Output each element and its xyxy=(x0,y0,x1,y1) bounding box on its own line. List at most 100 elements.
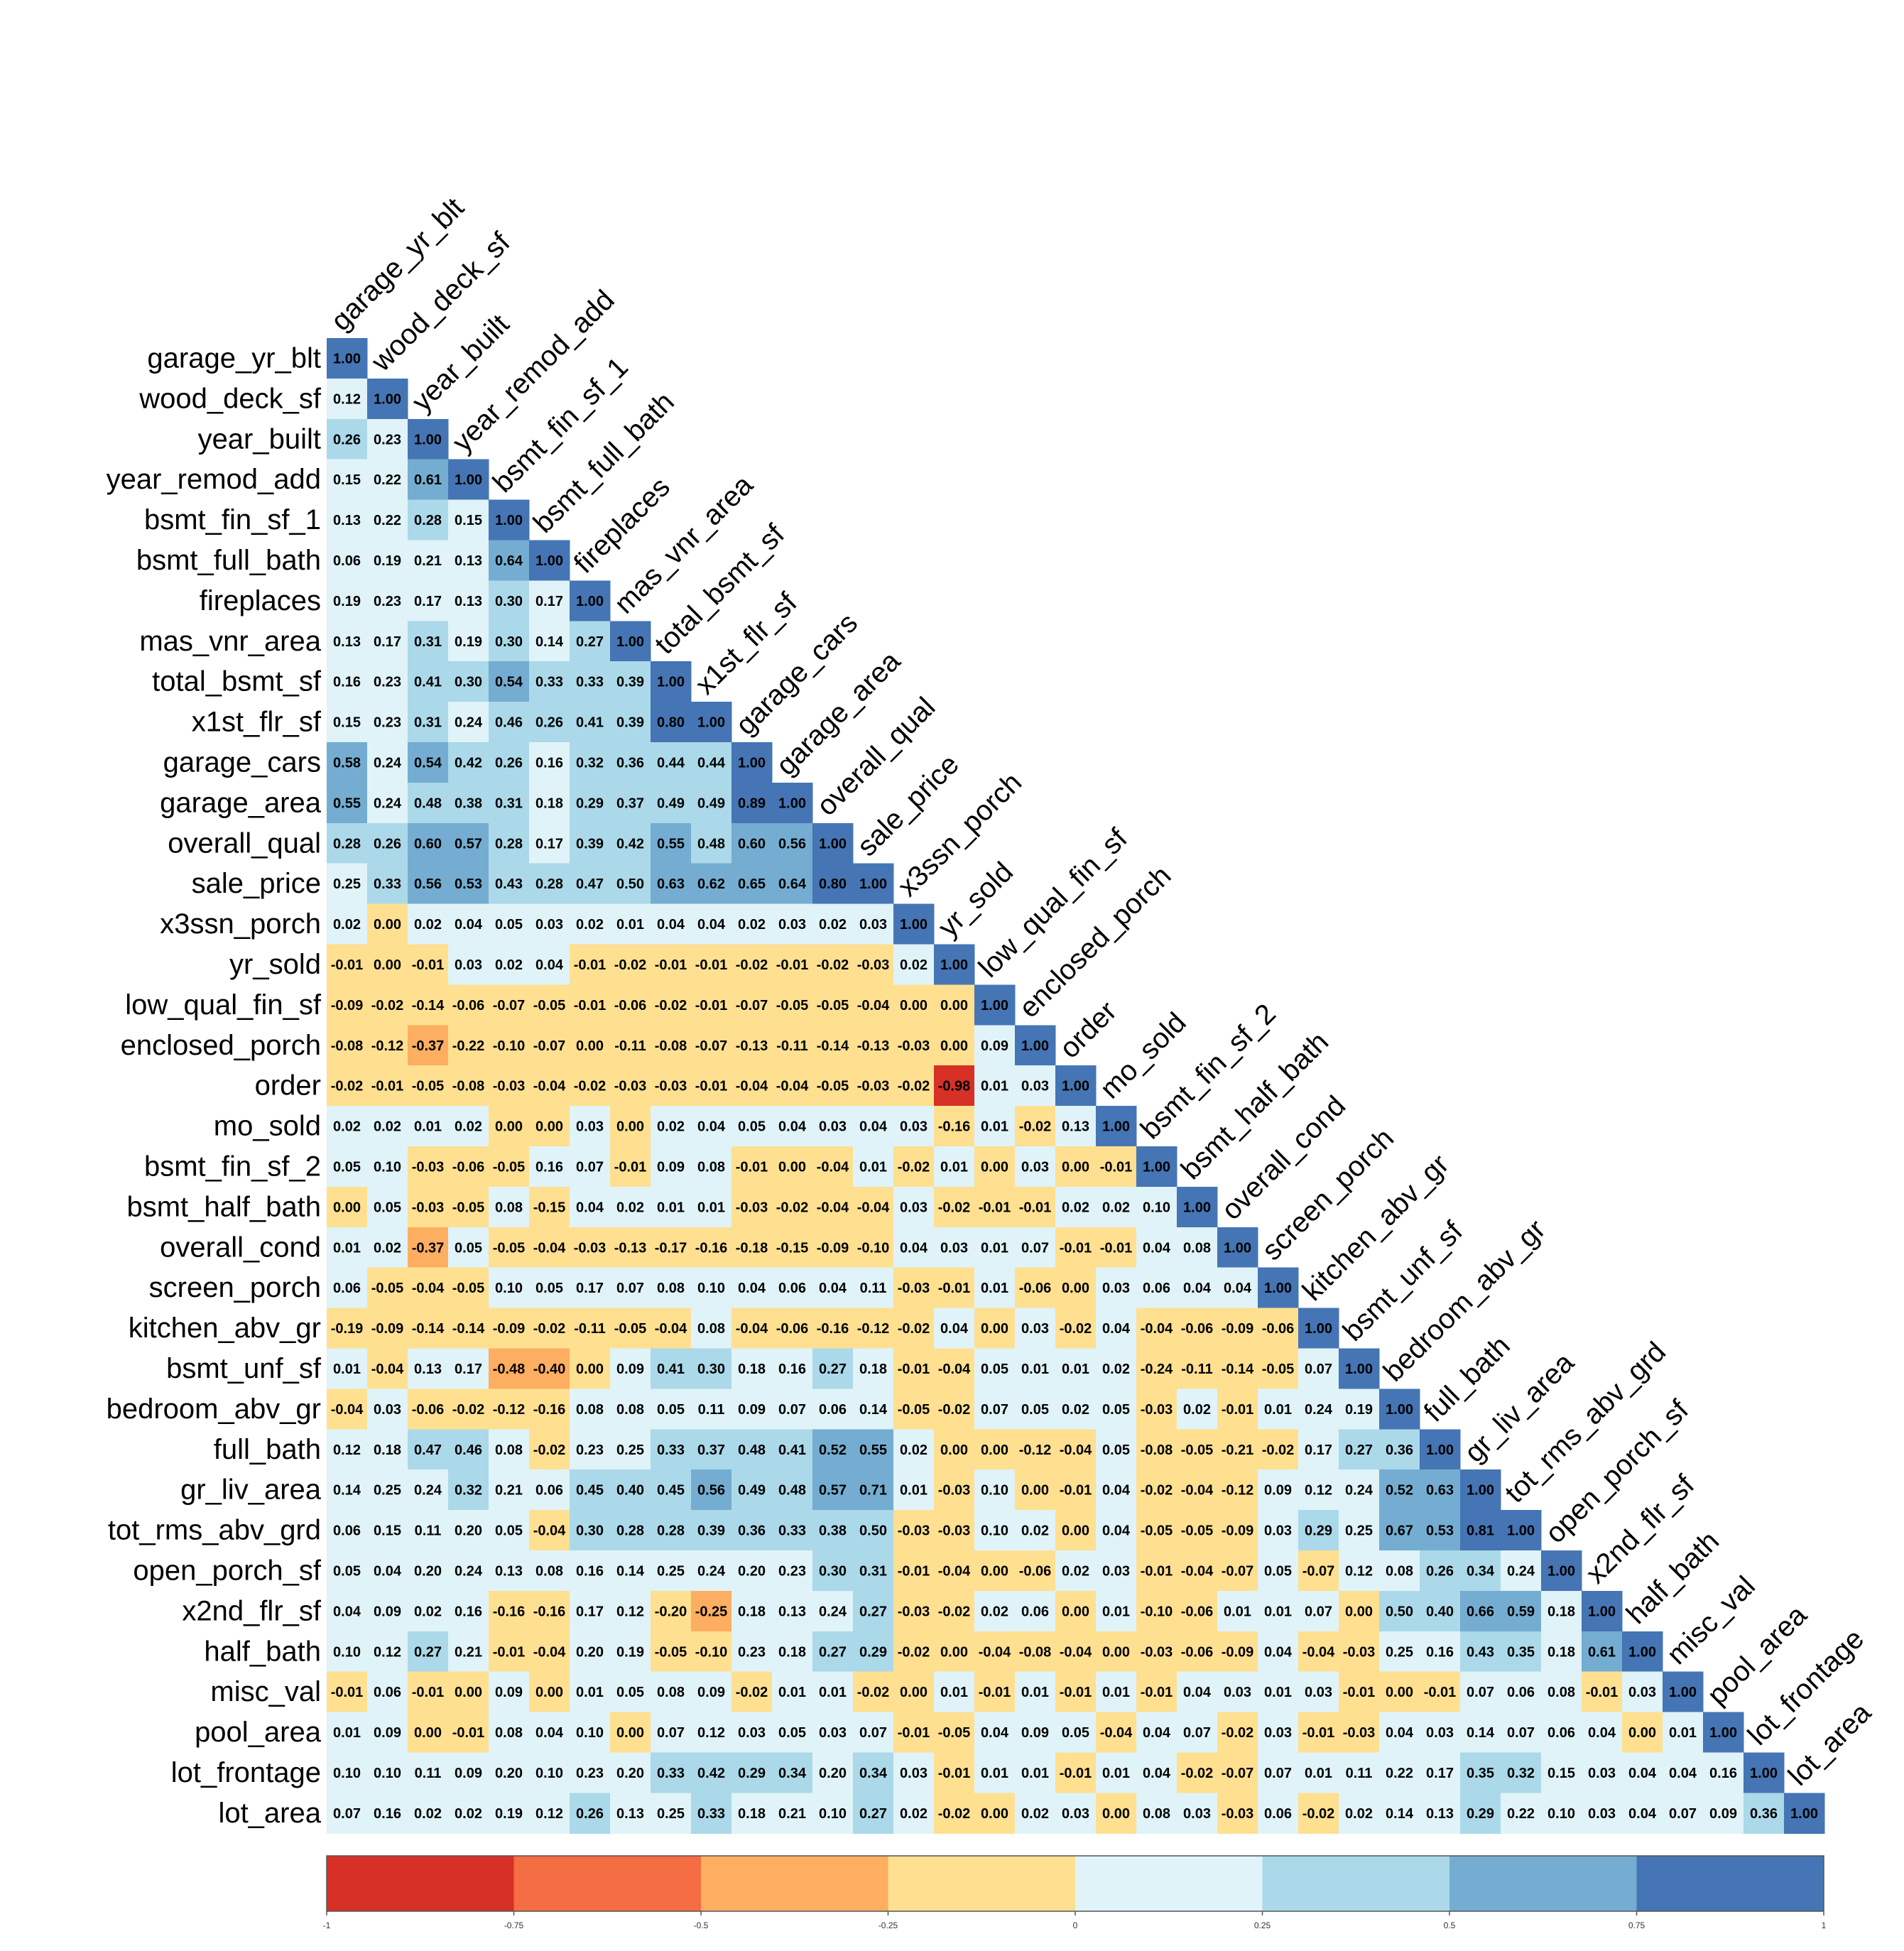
cell-value: 0.20 xyxy=(738,1563,766,1579)
cell-value: 0.41 xyxy=(414,675,442,690)
cell-value: 0.60 xyxy=(738,836,766,852)
heatmap-cell xyxy=(489,742,530,783)
heatmap-cell xyxy=(327,1469,368,1511)
heatmap-cell xyxy=(974,1146,1016,1188)
heatmap-cell xyxy=(1055,1267,1097,1309)
heatmap-cell xyxy=(974,1186,1016,1228)
cell-value: 0.37 xyxy=(616,795,644,811)
heatmap-cell xyxy=(408,459,449,501)
row-label: year_remod_add xyxy=(107,464,321,495)
heatmap-cell xyxy=(1217,1793,1258,1834)
heatmap-cell xyxy=(448,1631,489,1673)
cell-value: 0.04 xyxy=(1588,1725,1616,1741)
cell-value: 0.08 xyxy=(657,1685,685,1700)
cell-value: -0.01 xyxy=(898,1563,930,1579)
cell-value: -0.02 xyxy=(938,1200,971,1215)
cell-value: 0.10 xyxy=(697,1281,725,1296)
cell-value: -0.03 xyxy=(736,1200,768,1215)
heatmap-cell xyxy=(974,1267,1016,1309)
heatmap-cell xyxy=(408,782,449,824)
cell-value: -0.10 xyxy=(1141,1604,1173,1619)
heatmap-cell xyxy=(1015,1510,1056,1551)
heatmap-cell xyxy=(1460,1752,1501,1793)
cell-value: 0.00 xyxy=(900,998,927,1013)
cell-value: -0.02 xyxy=(452,1402,485,1418)
cell-value: 0.00 xyxy=(616,1725,644,1741)
heatmap-cell xyxy=(812,1348,854,1389)
cell-value: 0.08 xyxy=(495,1442,523,1458)
heatmap-cell xyxy=(691,1106,732,1147)
row-label: misc_val xyxy=(210,1676,321,1707)
cell-value: 0.01 xyxy=(1062,1362,1089,1377)
heatmap-cell xyxy=(610,1267,651,1309)
heatmap-cell xyxy=(1582,1793,1623,1834)
heatmap-cell xyxy=(812,1510,854,1551)
cell-value: 1.00 xyxy=(374,391,401,407)
heatmap-cell xyxy=(1379,1671,1420,1713)
cell-value: -0.09 xyxy=(817,1240,849,1256)
cell-value: 0.01 xyxy=(940,1159,968,1175)
heatmap-cell xyxy=(934,1712,975,1754)
heatmap-cell xyxy=(1460,1793,1501,1834)
cell-value: 0.03 xyxy=(1588,1766,1616,1781)
heatmap-cell xyxy=(529,984,570,1026)
heatmap-cell xyxy=(529,903,570,945)
cell-value: 0.11 xyxy=(698,1402,725,1418)
heatmap-cell xyxy=(974,1631,1016,1673)
cell-value: 0.35 xyxy=(1507,1644,1535,1660)
heatmap-cell xyxy=(1298,1631,1339,1673)
cell-value: 0.27 xyxy=(859,1806,887,1822)
heatmap-cell xyxy=(651,1631,692,1673)
heatmap-cell xyxy=(1015,1065,1056,1107)
cell-value: -0.03 xyxy=(1141,1644,1173,1660)
heatmap-cell xyxy=(1096,1429,1137,1470)
cell-value: 0.05 xyxy=(616,1685,644,1700)
heatmap-cell xyxy=(934,1186,975,1228)
heatmap-cell xyxy=(610,1469,651,1511)
heatmap-cell xyxy=(1460,1510,1501,1551)
cell-value: 0.04 xyxy=(981,1725,1009,1741)
cell-value: 0.24 xyxy=(697,1563,726,1579)
heatmap-cell xyxy=(691,1348,732,1389)
heatmap-cell xyxy=(570,1510,611,1551)
cell-value: 0.02 xyxy=(576,917,604,933)
cell-value: 0.00 xyxy=(1062,1523,1089,1539)
heatmap-cell xyxy=(529,1712,570,1754)
cell-value: 0.45 xyxy=(657,1483,685,1499)
heatmap-cell xyxy=(408,1186,449,1228)
heatmap-cell xyxy=(367,702,408,743)
cell-value: 0.17 xyxy=(1305,1442,1332,1458)
heatmap-cell xyxy=(1217,1712,1258,1754)
heatmap-cell xyxy=(1298,1348,1339,1389)
cell-value: 0.19 xyxy=(495,1806,523,1822)
heatmap-cell xyxy=(1258,1348,1299,1389)
cell-value: -0.01 xyxy=(452,1725,485,1741)
cell-value: 0.02 xyxy=(1062,1563,1089,1579)
heatmap-cell xyxy=(772,1631,813,1673)
cell-value: -0.06 xyxy=(776,1321,809,1337)
heatmap-cell xyxy=(1501,1793,1542,1834)
cell-value: 0.04 xyxy=(657,917,685,933)
heatmap-cell xyxy=(691,742,732,783)
heatmap-cell xyxy=(1258,1793,1299,1834)
cell-value: 0.07 xyxy=(1305,1362,1332,1377)
cell-value: 0.03 xyxy=(535,917,563,933)
heatmap-cell xyxy=(853,944,894,985)
cell-value: 0.29 xyxy=(738,1766,766,1781)
heatmap-cell xyxy=(610,1065,651,1107)
heatmap-cell xyxy=(448,459,489,501)
heatmap-cell xyxy=(731,1469,773,1511)
cell-value: 0.06 xyxy=(1264,1806,1292,1822)
heatmap-cell xyxy=(610,1752,651,1793)
cell-value: -0.04 xyxy=(857,1200,890,1215)
cell-value: 0.18 xyxy=(738,1604,766,1619)
cell-value: 0.20 xyxy=(414,1563,442,1579)
cell-value: 0.29 xyxy=(1467,1806,1494,1822)
heatmap-cell xyxy=(448,499,489,541)
cell-value: 0.03 xyxy=(1264,1725,1292,1741)
cell-value: -0.06 xyxy=(452,998,485,1013)
heatmap-cell xyxy=(529,661,570,702)
cell-value: 0.26 xyxy=(1426,1563,1454,1579)
heatmap-cell xyxy=(1055,1550,1097,1592)
heatmap-cell xyxy=(974,1752,1016,1793)
